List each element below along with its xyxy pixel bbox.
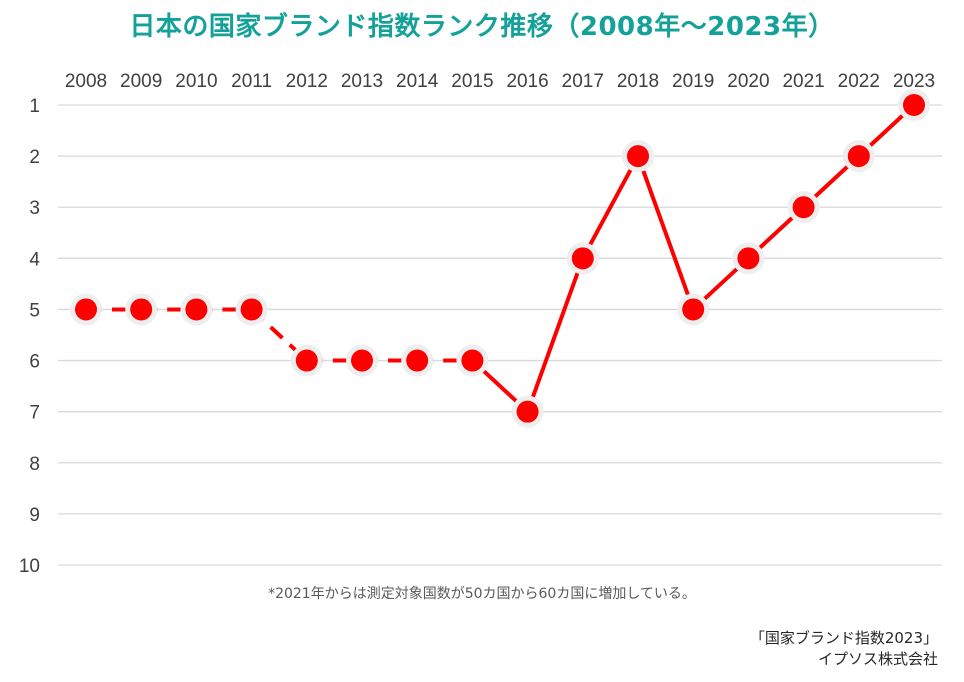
y-tick-label: 7 <box>29 403 40 424</box>
y-tick-label: 2 <box>29 147 40 168</box>
data-point <box>185 298 208 321</box>
x-tick-label: 2023 <box>893 71 935 92</box>
y-axis-ticks: 1 2 3 4 5 6 7 8 9 10 <box>19 96 41 577</box>
line-segment <box>636 154 696 312</box>
data-point <box>847 145 870 168</box>
x-tick-label: 2012 <box>286 71 328 92</box>
data-point <box>461 349 484 372</box>
data-point <box>792 196 815 219</box>
x-tick-label: 2014 <box>396 71 439 92</box>
data-point <box>682 298 705 321</box>
y-tick-label: 1 <box>29 96 40 117</box>
x-tick-label: 2018 <box>617 71 659 92</box>
source-credit: 「国家ブランド指数2023」 イプソス株式会社 <box>750 628 938 670</box>
x-tick-label: 2011 <box>231 71 272 92</box>
x-tick-label: 2015 <box>451 71 493 92</box>
x-tick-label: 2016 <box>506 71 548 92</box>
line-segment <box>580 154 640 261</box>
footnote: *2021年からは測定対象国数が50カ国から60カ国に増加している。 <box>268 586 696 602</box>
data-point <box>406 349 429 372</box>
x-axis-ticks: 2008 2009 2010 2011 2012 2013 2014 2015 2016 2017… <box>65 71 935 92</box>
y-tick-label: 3 <box>29 198 40 219</box>
x-tick-label: 2008 <box>65 71 107 92</box>
series-markers <box>70 89 930 428</box>
line-segment <box>525 256 585 414</box>
source-company: イプソス株式会社 <box>817 650 938 668</box>
y-tick-label: 9 <box>29 505 40 526</box>
data-point <box>737 247 760 270</box>
data-point <box>240 298 263 321</box>
y-tick-label: 4 <box>29 249 40 270</box>
y-tick-label: 10 <box>19 556 40 577</box>
x-tick-label: 2017 <box>562 71 604 92</box>
gridlines <box>58 104 942 566</box>
y-tick-label: 5 <box>29 300 40 321</box>
data-point <box>571 247 594 270</box>
y-tick-label: 6 <box>29 352 40 373</box>
x-tick-label: 2019 <box>672 71 714 92</box>
x-tick-label: 2021 <box>782 71 824 92</box>
data-point <box>75 298 97 321</box>
x-tick-label: 2009 <box>120 71 162 92</box>
data-point <box>130 298 153 321</box>
x-tick-label: 2020 <box>727 71 769 92</box>
x-tick-label: 2010 <box>175 71 217 92</box>
source-title: 「国家ブランド指数2023」 <box>749 629 938 647</box>
x-tick-label: 2013 <box>341 71 383 92</box>
data-point <box>295 349 318 372</box>
data-point <box>627 145 649 168</box>
data-point <box>351 349 373 372</box>
y-tick-label: 8 <box>29 454 40 475</box>
x-tick-label: 2022 <box>838 71 880 92</box>
data-point <box>903 94 925 116</box>
chart-title: 日本の国家ブランド指数ランク推移（2008年～2023年） <box>129 12 835 42</box>
data-point <box>516 400 539 423</box>
